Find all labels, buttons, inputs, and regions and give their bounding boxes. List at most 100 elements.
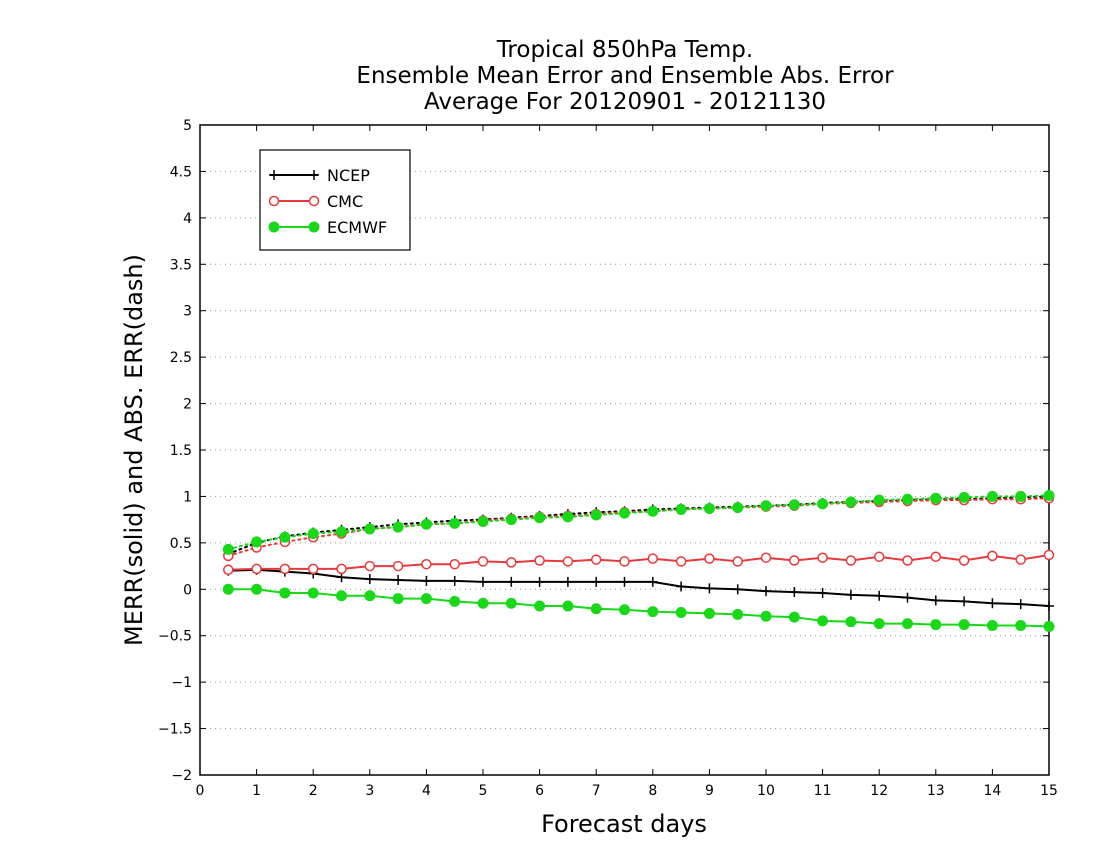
series-cmc xyxy=(223,493,1055,576)
legend-marker-end-ncep xyxy=(309,170,319,180)
cmc-merr-point xyxy=(902,555,913,566)
ncep-merr-point xyxy=(1015,599,1026,610)
ecmwf-abserr-point xyxy=(703,503,715,514)
ecmwf-abserr-point xyxy=(364,523,376,535)
cmc-merr-point xyxy=(307,563,319,575)
cmc-merr-point xyxy=(364,560,376,572)
ncep-merr-point xyxy=(534,576,545,587)
ecmwf-abserr-point xyxy=(505,514,517,526)
ecmwf-merr-point xyxy=(392,593,404,605)
title-line-3: Average For 20120901 - 20121130 xyxy=(424,89,826,115)
ecmwf-merr-point xyxy=(222,583,234,595)
cmc-merr-point xyxy=(223,564,234,576)
x-tick-label: 13 xyxy=(927,783,945,799)
ecmwf-abserr-point xyxy=(307,528,319,540)
x-tick-label: 4 xyxy=(422,783,431,799)
ncep-merr-point xyxy=(591,576,602,587)
y-tick-label: −1 xyxy=(171,675,192,691)
legend-label-cmc: CMC xyxy=(327,192,363,211)
x-tick-label: 6 xyxy=(535,783,544,799)
ecmwf-abserr-point xyxy=(675,503,687,515)
ncep-merr-point xyxy=(676,581,687,592)
y-tick-label: 1 xyxy=(183,489,192,505)
axis-ticks: −2−1.5−1−0.500.511.522.533.544.550 1 2 3 4 5 6… xyxy=(158,118,1058,799)
cmc-merr-point xyxy=(392,560,404,572)
y-tick-label: −2 xyxy=(171,768,192,784)
ecmwf-abserr-line xyxy=(227,494,1050,551)
title-line-2: Ensemble Mean Error and Ensemble Abs. Er… xyxy=(356,63,894,89)
ecmwf-merr-point xyxy=(449,595,461,607)
ecmwf-merr-point xyxy=(930,619,942,631)
cmc-merr-point xyxy=(760,552,772,563)
y-tick-label: −0.5 xyxy=(158,629,192,645)
cmc-merr-point xyxy=(958,555,970,566)
x-tick-label: 8 xyxy=(648,783,657,799)
y-tick-label: 4.5 xyxy=(170,164,192,180)
ecmwf-merr-point xyxy=(1043,620,1055,632)
ncep-merr-point xyxy=(562,576,573,587)
ecmwf-merr-point xyxy=(788,611,800,623)
ncep-abserr-line xyxy=(227,495,1050,555)
ecmwf-merr-point xyxy=(279,587,291,599)
ecmwf-abserr-point xyxy=(336,526,347,538)
ncep-merr-point xyxy=(364,574,375,585)
y-tick-label: 3 xyxy=(183,304,192,320)
y-tick-label: 0 xyxy=(183,582,192,598)
ecmwf-merr-point xyxy=(505,597,517,609)
cmc-merr-point xyxy=(506,557,517,568)
x-axis-label: Forecast days xyxy=(541,810,707,838)
y-tick-label: 2 xyxy=(183,397,192,413)
ecmwf-merr-point xyxy=(1015,620,1027,631)
grid-lines xyxy=(200,170,1049,730)
y-tick-label: −1.5 xyxy=(158,722,192,738)
cmc-merr-point xyxy=(930,551,942,563)
legend-marker-end-ecmwf xyxy=(308,221,320,233)
ecmwf-abserr-point xyxy=(986,490,998,502)
ncep-merr-point xyxy=(987,598,998,609)
title-line-1: Tropical 850hPa Temp. xyxy=(496,37,753,63)
cmc-merr-point xyxy=(732,556,743,567)
ncep-merr-point xyxy=(732,584,743,595)
ecmwf-merr-point xyxy=(732,608,744,620)
ecmwf-merr-point xyxy=(986,620,998,631)
ecmwf-abserr-point xyxy=(1043,490,1055,501)
ecmwf-abserr-point xyxy=(449,517,461,529)
ncep-merr-point xyxy=(647,576,658,587)
legend-marker-start-cmc xyxy=(268,195,280,207)
series-layer xyxy=(222,490,1055,632)
ecmwf-abserr-point xyxy=(958,491,970,503)
x-tick-label: 10 xyxy=(757,783,775,799)
cmc-merr-point xyxy=(562,556,574,567)
legend-marker-start-ncep xyxy=(269,170,279,180)
y-tick-label: 5 xyxy=(183,118,192,134)
legend-item-cmc: CMC xyxy=(268,192,363,211)
cmc-merr-point xyxy=(817,552,828,563)
ecmwf-merr-point xyxy=(477,597,489,609)
x-tick-label: 3 xyxy=(365,783,374,799)
series-ncep xyxy=(223,491,1054,611)
y-tick-label: 0.5 xyxy=(170,536,192,552)
ecmwf-merr-line xyxy=(228,588,1050,628)
cmc-merr-point xyxy=(534,555,545,566)
ecmwf-merr-point xyxy=(590,603,602,615)
ncep-merr-point xyxy=(1044,601,1054,611)
cmc-merr-point xyxy=(1043,549,1055,561)
ncep-merr-point xyxy=(478,576,488,587)
cmc-merr-point xyxy=(1015,554,1026,565)
cmc-merr-point xyxy=(279,563,291,575)
cmc-merr-point xyxy=(251,563,262,575)
ecmwf-abserr-point xyxy=(732,502,744,514)
ecmwf-merr-point xyxy=(619,604,630,616)
ncep-merr-point xyxy=(959,596,970,607)
ncep-merr-point xyxy=(704,583,715,594)
legend-marker-start-ecmwf xyxy=(268,221,280,233)
ecmwf-abserr-point xyxy=(420,518,432,530)
ncep-merr-point xyxy=(902,592,913,603)
ecmwf-merr-point xyxy=(902,618,913,630)
x-tick-label: 11 xyxy=(814,783,832,799)
ecmwf-abserr-point xyxy=(902,493,913,505)
ecmwf-merr-point xyxy=(336,590,347,602)
x-tick-label: 9 xyxy=(705,783,714,799)
ecmwf-abserr-point xyxy=(477,516,489,527)
ncep-merr-point xyxy=(845,589,856,600)
